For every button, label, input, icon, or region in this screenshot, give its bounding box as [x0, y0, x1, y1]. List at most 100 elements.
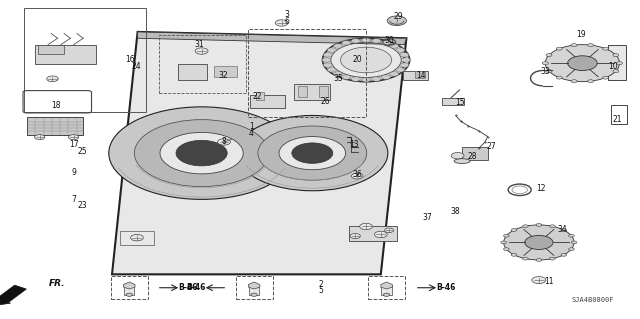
Circle shape: [556, 76, 562, 79]
Circle shape: [504, 248, 509, 250]
Text: 30: 30: [384, 36, 394, 45]
Bar: [249, 285, 259, 295]
Text: 8: 8: [221, 137, 227, 146]
Circle shape: [542, 62, 548, 65]
Text: 35: 35: [333, 74, 343, 83]
Bar: [214, 66, 237, 77]
Bar: [159, 35, 246, 93]
Circle shape: [603, 76, 609, 79]
Circle shape: [251, 293, 257, 296]
Text: 19: 19: [576, 30, 586, 39]
Text: 21: 21: [613, 115, 622, 124]
Text: 17: 17: [68, 140, 79, 149]
Circle shape: [109, 107, 294, 199]
Bar: [256, 92, 264, 100]
Circle shape: [536, 224, 541, 226]
Bar: [248, 29, 366, 117]
Circle shape: [545, 45, 620, 82]
Circle shape: [616, 62, 623, 65]
FancyArrow shape: [0, 285, 26, 305]
Circle shape: [333, 72, 342, 76]
Circle shape: [47, 76, 58, 82]
Circle shape: [603, 47, 609, 50]
Circle shape: [571, 44, 577, 47]
Bar: [319, 86, 328, 97]
Bar: [381, 285, 392, 295]
Circle shape: [195, 48, 208, 54]
Circle shape: [390, 44, 399, 48]
Circle shape: [390, 72, 399, 76]
Text: 36: 36: [352, 170, 362, 179]
Circle shape: [360, 223, 372, 230]
Circle shape: [279, 137, 346, 170]
Text: 16: 16: [125, 55, 135, 63]
Circle shape: [396, 48, 405, 52]
Bar: [236, 276, 273, 299]
Text: 12: 12: [536, 184, 545, 193]
Text: B-46: B-46: [436, 283, 456, 292]
Circle shape: [342, 41, 351, 45]
Circle shape: [504, 234, 509, 237]
Text: 23: 23: [77, 201, 87, 210]
Circle shape: [351, 39, 360, 43]
Circle shape: [572, 241, 577, 244]
Circle shape: [536, 259, 541, 261]
Text: 14: 14: [416, 71, 426, 80]
Circle shape: [381, 75, 390, 79]
Polygon shape: [138, 32, 406, 45]
Bar: [250, 95, 285, 108]
Circle shape: [126, 293, 132, 296]
Circle shape: [131, 234, 143, 241]
Circle shape: [451, 152, 464, 159]
Circle shape: [561, 253, 566, 256]
Bar: [27, 117, 83, 135]
Bar: [403, 71, 428, 80]
Bar: [368, 276, 405, 299]
Text: 10: 10: [608, 63, 618, 71]
Text: 24: 24: [131, 62, 141, 71]
Circle shape: [351, 173, 363, 179]
Circle shape: [292, 143, 333, 163]
Text: B-46: B-46: [187, 283, 206, 292]
Bar: [349, 226, 397, 241]
Bar: [124, 285, 134, 295]
Bar: [38, 45, 64, 54]
Circle shape: [381, 41, 390, 45]
Bar: [462, 147, 488, 160]
Circle shape: [258, 126, 367, 180]
Circle shape: [561, 229, 566, 232]
Circle shape: [571, 80, 577, 83]
Circle shape: [400, 63, 409, 67]
Circle shape: [568, 248, 574, 250]
Circle shape: [504, 225, 574, 260]
Ellipse shape: [454, 159, 470, 164]
Circle shape: [323, 63, 332, 67]
Circle shape: [176, 140, 227, 166]
Text: 3: 3: [284, 10, 289, 19]
Text: FR.: FR.: [49, 279, 66, 288]
Text: 4: 4: [249, 129, 254, 138]
Text: 25: 25: [77, 147, 87, 156]
Text: 9: 9: [71, 168, 76, 177]
Text: 22: 22: [253, 92, 262, 101]
Text: 38: 38: [451, 207, 461, 216]
Circle shape: [511, 253, 517, 256]
Circle shape: [511, 229, 517, 232]
Circle shape: [588, 44, 594, 47]
Circle shape: [342, 75, 351, 79]
Circle shape: [523, 225, 528, 228]
Circle shape: [525, 235, 553, 249]
Circle shape: [372, 39, 381, 43]
Circle shape: [237, 115, 388, 191]
Circle shape: [546, 54, 552, 56]
Text: B-46: B-46: [178, 283, 197, 292]
Circle shape: [374, 231, 387, 238]
Bar: [608, 45, 626, 80]
Circle shape: [556, 47, 562, 50]
Text: 29: 29: [393, 12, 403, 21]
Bar: [35, 45, 96, 64]
Circle shape: [323, 53, 332, 57]
Circle shape: [68, 135, 79, 140]
Circle shape: [385, 228, 394, 233]
Polygon shape: [381, 282, 392, 289]
